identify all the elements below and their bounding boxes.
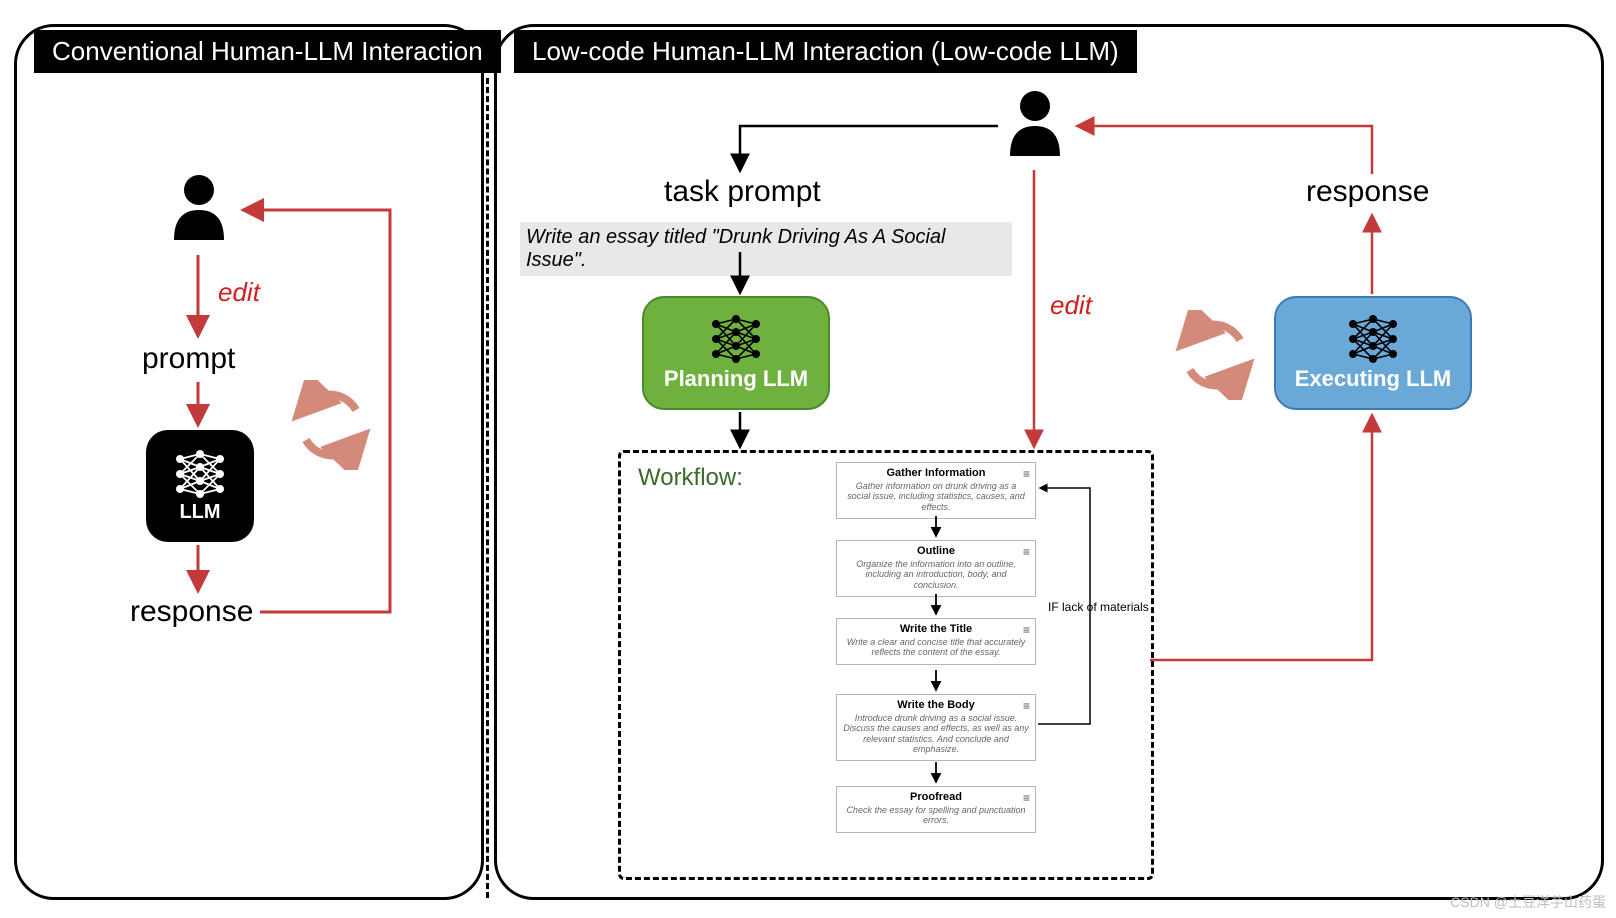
workflow-step-title: Gather Information <box>886 467 985 479</box>
menu-icon: ≡ <box>1023 791 1027 805</box>
right-response-label: response <box>1306 175 1429 209</box>
cycle-icon <box>286 380 376 470</box>
planning-llm-box: Planning LLM <box>642 296 830 410</box>
workflow-step-body: Check the essay for spelling and punctua… <box>843 805 1029 826</box>
workflow-step-title: Write the Title <box>900 623 972 635</box>
workflow-step: Outline ≡ Organize the information into a… <box>836 540 1036 597</box>
menu-icon: ≡ <box>1023 467 1027 481</box>
executing-llm-box: Executing LLM <box>1274 296 1472 410</box>
workflow-step-title: Outline <box>917 545 955 557</box>
workflow-step-body: Write a clear and concise title that acc… <box>843 637 1029 658</box>
workflow-step: Write the Body ≡ Introduce drunk driving … <box>836 694 1036 761</box>
diagram-canvas: Conventional Human-LLM Interaction Low-c… <box>0 0 1616 918</box>
workflow-step-body: Gather information on drunk driving as a… <box>843 481 1029 512</box>
right-edit-label: edit <box>1050 290 1092 321</box>
planning-llm-label: Planning LLM <box>664 366 808 392</box>
workflow-step-title: Write the Body <box>897 699 974 711</box>
workflow-step-title: Proofread <box>910 791 962 803</box>
if-condition-label: IF lack of materials <box>1048 600 1149 614</box>
menu-icon: ≡ <box>1023 623 1027 637</box>
user-icon <box>1000 86 1070 166</box>
menu-icon: ≡ <box>1023 699 1027 713</box>
left-edit-label: edit <box>218 277 260 308</box>
executing-llm-label: Executing LLM <box>1295 366 1451 392</box>
left-llm-label: LLM <box>179 501 220 524</box>
task-prompt-text: Write an essay titled "Drunk Driving As … <box>520 222 1012 276</box>
panel-divider <box>486 78 489 898</box>
neural-net-icon <box>170 449 230 499</box>
watermark: CSDN @土豆洋芋山药蛋 <box>1450 892 1606 912</box>
workflow-step: Proofread ≡ Check the essay for spelling … <box>836 786 1036 833</box>
left-prompt-label: prompt <box>142 342 235 376</box>
task-prompt-label: task prompt <box>664 175 821 209</box>
workflow-title: Workflow: <box>638 464 743 492</box>
left-panel-title: Conventional Human-LLM Interaction <box>34 30 501 73</box>
workflow-step-body: Introduce drunk driving as a social issu… <box>843 713 1029 754</box>
left-llm-box: LLM <box>146 430 254 542</box>
cycle-icon <box>1170 310 1260 400</box>
neural-net-icon <box>1343 314 1403 364</box>
user-icon <box>164 170 234 250</box>
neural-net-icon <box>706 314 766 364</box>
workflow-step: Write the Title ≡ Write a clear and conci… <box>836 618 1036 665</box>
left-response-label: response <box>130 595 253 629</box>
menu-icon: ≡ <box>1023 545 1027 559</box>
workflow-step: Gather Information ≡ Gather information o… <box>836 462 1036 519</box>
right-panel-title: Low-code Human-LLM Interaction (Low-code… <box>514 30 1137 73</box>
workflow-step-body: Organize the information into an outline… <box>843 559 1029 590</box>
